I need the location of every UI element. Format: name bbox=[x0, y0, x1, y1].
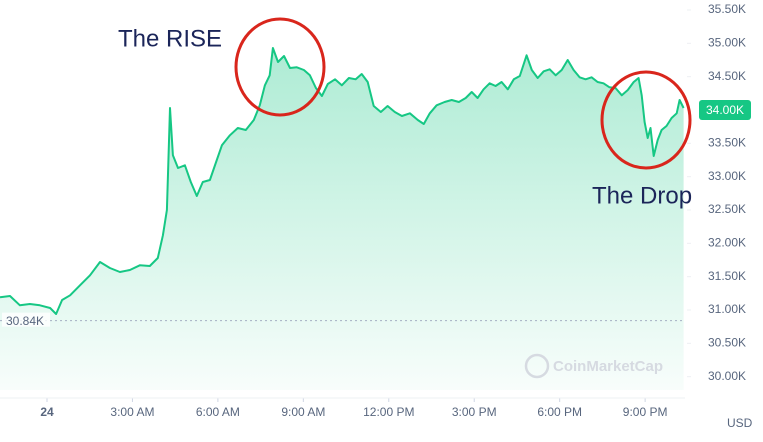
highlight-circle bbox=[600, 70, 692, 170]
y-tick-label: 32.00K bbox=[708, 236, 746, 250]
y-tick-label: 33.00K bbox=[708, 169, 746, 183]
x-tick-label: 6:00 PM bbox=[537, 405, 582, 419]
watermark: CoinMarketCap bbox=[553, 358, 663, 375]
y-tick-label: 32.50K bbox=[708, 202, 746, 216]
x-tick-label: 6:00 AM bbox=[196, 405, 240, 419]
y-tick-label: 31.50K bbox=[708, 269, 746, 283]
x-tick-label: 9:00 PM bbox=[623, 405, 668, 419]
y-tick-label: 35.00K bbox=[708, 36, 746, 50]
current-price-box bbox=[699, 100, 751, 120]
annotation: The RISE bbox=[118, 25, 222, 52]
highlight-circle bbox=[234, 17, 326, 117]
x-tick-label: 3:00 PM bbox=[452, 405, 497, 419]
y-tick-label: 34.50K bbox=[708, 69, 746, 83]
y-tick-label: 33.50K bbox=[708, 136, 746, 150]
y-tick-label: 30.50K bbox=[708, 336, 746, 350]
watermark-logo bbox=[524, 353, 550, 379]
y-tick-label: 35.50K bbox=[708, 2, 746, 16]
price-area bbox=[0, 48, 684, 390]
reference-label-bg bbox=[2, 312, 50, 327]
unit-label: USD bbox=[727, 416, 753, 430]
current-price-label: 34.00K bbox=[706, 103, 744, 117]
x-tick-label: 12:00 PM bbox=[363, 405, 414, 419]
x-tick-label: 24 bbox=[40, 405, 54, 419]
price-line bbox=[0, 47, 685, 315]
reference-label: 30.84K bbox=[6, 314, 44, 328]
plot-area bbox=[0, 47, 685, 390]
y-tick-label: 30.00K bbox=[708, 369, 746, 383]
x-tick-label: 9:00 AM bbox=[281, 405, 325, 419]
x-tick-label: 3:00 AM bbox=[110, 405, 154, 419]
y-tick-label: 31.00K bbox=[708, 302, 746, 316]
annotation: The Drop bbox=[592, 182, 692, 209]
